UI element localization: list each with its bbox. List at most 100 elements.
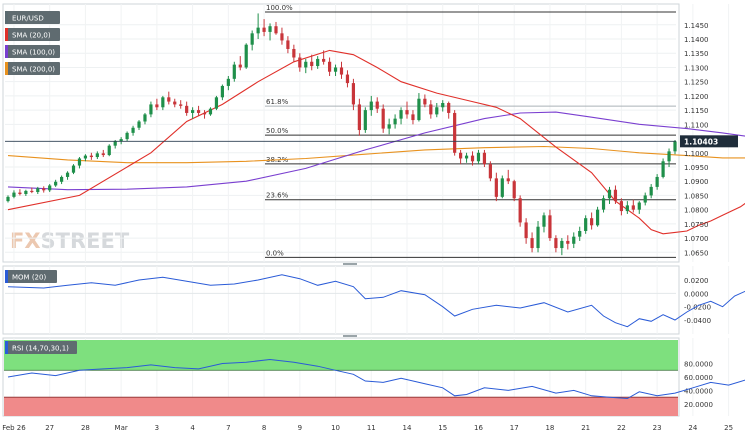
fibonacci-level-label: 23.6% — [266, 192, 289, 200]
candle-body-bearish — [470, 155, 475, 162]
rsi-oversold-zone — [4, 397, 678, 416]
candle-body-bullish — [149, 104, 153, 115]
candle-body-bullish — [655, 176, 659, 187]
candle-body-bearish — [18, 192, 22, 195]
candle-body-bearish — [554, 238, 558, 249]
legend-label: SMA (200,0) — [12, 66, 55, 74]
price-tick-label: 1.1000 — [684, 150, 709, 158]
momentum-legend-label: MOM (20) — [12, 274, 46, 282]
candle-body-bullish — [607, 189, 612, 199]
momentum-legend-badge — [5, 270, 57, 283]
candle-body-bearish — [167, 97, 171, 102]
candle-body-bullish — [256, 27, 260, 34]
candle-body-bearish — [482, 152, 487, 165]
price-tick-label: 1.0850 — [684, 192, 709, 200]
candle-body-bearish — [310, 61, 314, 67]
candle-body-bearish — [351, 83, 356, 105]
current-price-badge — [680, 135, 738, 148]
watermark-part1: FX — [10, 229, 41, 253]
candle-body-bullish — [673, 141, 677, 152]
candle-body-bullish — [191, 110, 195, 113]
price-tick-label: 1.1400 — [684, 36, 709, 44]
panel-resize-handle[interactable] — [343, 335, 357, 337]
legend-badge — [5, 11, 60, 24]
candle-body-bearish — [196, 110, 201, 113]
rsi-legend-label: RSI (14,70,30,1) — [12, 345, 69, 353]
candle-body-bullish — [125, 132, 129, 140]
legend-color-swatch — [5, 270, 8, 283]
time-tick-label: 18 — [545, 424, 554, 432]
candle-body-bearish — [488, 164, 492, 179]
time-tick-label: 21 — [581, 424, 590, 432]
price-tick-label: 1.1300 — [684, 64, 709, 72]
candle-body-bullish — [59, 176, 64, 182]
candle-body-bullish — [441, 103, 445, 108]
price-tick-label: 1.1450 — [684, 22, 709, 30]
candle-body-bearish — [530, 238, 534, 249]
fibonacci-level-label: 0.0% — [266, 249, 284, 257]
candle-body-bearish — [518, 198, 522, 223]
candle-body-bearish — [280, 33, 284, 41]
candle-body-bullish — [143, 114, 147, 122]
fibonacci-level-label: 61.8% — [266, 98, 289, 106]
price-tick-label: 1.1100 — [684, 121, 709, 129]
time-tick-label: 3 — [155, 424, 159, 432]
candle-body-bearish — [238, 64, 242, 68]
candle-body-bearish — [631, 205, 635, 210]
legend-color-swatch — [5, 341, 8, 354]
time-tick-label: 28 — [81, 424, 90, 432]
candle-body-bullish — [71, 165, 76, 173]
candle-body-bullish — [36, 188, 40, 193]
candle-body-bearish — [274, 26, 278, 34]
time-tick-label: 7 — [226, 424, 230, 432]
candle-body-bearish — [566, 240, 570, 244]
candle-body-bullish — [333, 67, 338, 72]
momentum-layer: 0.0200 0.0000 -0.0200 -0.0400 — [5, 274, 745, 328]
candle-body-bearish — [590, 218, 594, 226]
legend-layer: EUR/USD SMA (20,0) SMA (100,0) SMA (200,0) M… — [5, 11, 77, 354]
price-tick-label: 1.0900 — [684, 178, 709, 186]
legend-badge — [5, 62, 60, 75]
legend-badge — [5, 28, 60, 41]
momentum-tick-label: -0.0400 — [684, 317, 711, 325]
candle-body-bullish — [304, 61, 308, 68]
candle-body-bullish — [661, 161, 665, 177]
candle-body-bearish — [512, 181, 516, 199]
candle-body-bearish — [202, 112, 207, 115]
candle-body-bullish — [214, 97, 219, 109]
time-tick-label: 23 — [653, 424, 662, 432]
panel-resize-handle[interactable] — [343, 263, 357, 265]
candle-body-bearish — [613, 189, 618, 202]
price-tick-label: 1.0950 — [684, 164, 709, 172]
candle-body-bullish — [393, 118, 397, 125]
candle-body-bullish — [316, 58, 320, 67]
legend-badge — [5, 45, 60, 58]
candle-body-bearish — [375, 101, 379, 109]
price-tick-label: 1.0650 — [684, 249, 709, 257]
candle-body-bullish — [649, 186, 653, 196]
candle-body-bullish — [6, 196, 10, 202]
candle-body-bullish — [137, 121, 141, 128]
momentum-panel — [2, 265, 680, 335]
candle-body-bearish — [381, 108, 385, 129]
legend-color-swatch — [5, 62, 8, 75]
candle-body-bearish — [322, 58, 326, 62]
candle-body-bearish — [339, 67, 344, 75]
price-tick-label: 1.1350 — [684, 50, 709, 58]
candle-body-bullish — [77, 158, 82, 166]
candle-body-bearish — [155, 104, 159, 108]
legend-color-swatch — [5, 28, 8, 41]
candle-body-bearish — [292, 48, 296, 58]
momentum-tick-label: 0.0000 — [684, 290, 709, 298]
legend-color-swatch — [5, 45, 8, 58]
price-tick-label: 1.1200 — [684, 93, 709, 101]
candle-body-bullish — [119, 139, 123, 142]
momentum-line — [7, 274, 745, 328]
candle-body-bullish — [625, 205, 629, 212]
candle-body-bearish — [423, 98, 427, 105]
rsi-line — [7, 358, 745, 400]
candle-body-bullish — [161, 97, 165, 108]
candle-body-bullish — [536, 226, 540, 249]
fibonacci-level-label: 50.0% — [266, 127, 289, 135]
price-panel — [2, 3, 680, 263]
